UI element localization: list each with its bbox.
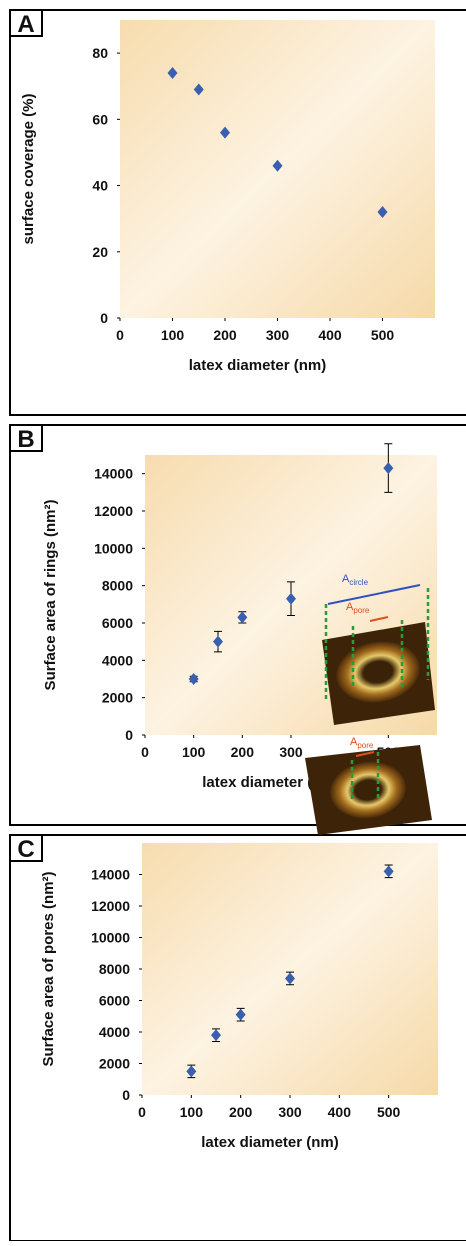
x-tick-label: 0	[116, 327, 124, 343]
x-tick-label: 0	[138, 1104, 146, 1120]
y-tick-label: 4000	[99, 1024, 130, 1040]
y-tick-label: 20	[92, 244, 108, 260]
x-tick-label: 300	[279, 744, 303, 760]
panels: A 0 100 200 300 400 500 0 20 40 60 80 latex diameter…	[10, 10, 466, 1241]
panel: C 0 100 200 300 400 500 0 2000 4000 6000 8000 10000 1…	[10, 835, 466, 1241]
inset-image	[305, 745, 432, 835]
panel-label: B	[17, 426, 34, 453]
x-tick-label: 200	[229, 1104, 253, 1120]
plot-background	[142, 843, 438, 1095]
x-tick-label: 0	[141, 744, 149, 760]
y-tick-label: 6000	[102, 615, 133, 631]
page: A 0 100 200 300 400 500 0 20 40 60 80 latex diameter…	[0, 0, 466, 1246]
x-axis-title: latex diameter (nm)	[201, 1134, 339, 1151]
figure: A 0 100 200 300 400 500 0 20 40 60 80 latex diameter…	[0, 0, 466, 1241]
inset-label-sub: circle	[349, 578, 368, 587]
panel-label: C	[17, 836, 34, 863]
y-tick-label: 8000	[99, 961, 130, 977]
y-axis-title: surface coverage (%)	[20, 94, 37, 245]
y-tick-label: 0	[125, 727, 133, 743]
y-axis-title: Surface area of rings (nm²)	[42, 500, 59, 691]
x-tick-label: 100	[182, 744, 206, 760]
y-tick-label: 14000	[94, 466, 133, 482]
x-tick-label: 300	[266, 327, 290, 343]
x-tick-label: 100	[180, 1104, 204, 1120]
x-tick-label: 500	[371, 327, 395, 343]
y-tick-label: 2000	[102, 690, 133, 706]
x-tick-label: 100	[161, 327, 185, 343]
inset-label-sub: pore	[353, 606, 370, 615]
x-tick-label: 400	[318, 327, 342, 343]
x-tick-label: 200	[213, 327, 237, 343]
y-tick-label: 8000	[102, 578, 133, 594]
panel: A 0 100 200 300 400 500 0 20 40 60 80 latex diameter…	[10, 10, 466, 415]
y-tick-label: 2000	[99, 1056, 130, 1072]
y-tick-label: 10000	[91, 930, 130, 946]
y-tick-label: 12000	[91, 898, 130, 914]
y-tick-label: 80	[92, 45, 108, 61]
x-tick-label: 500	[377, 1104, 401, 1120]
x-tick-label: 400	[328, 1104, 352, 1120]
x-tick-label: 300	[278, 1104, 302, 1120]
y-tick-label: 4000	[102, 652, 133, 668]
inset-label-sub: pore	[357, 741, 374, 750]
y-tick-label: 6000	[99, 993, 130, 1009]
y-tick-label: 0	[122, 1087, 130, 1103]
panel-label: A	[17, 11, 34, 38]
y-tick-label: 60	[92, 111, 108, 127]
x-tick-label: 200	[231, 744, 255, 760]
inset-label: Apore	[350, 736, 374, 750]
y-tick-label: 12000	[94, 503, 133, 519]
y-tick-label: 10000	[94, 540, 133, 556]
y-tick-label: 14000	[91, 867, 130, 883]
y-axis-title: Surface area of pores (nm²)	[40, 871, 57, 1066]
y-tick-label: 0	[100, 310, 108, 326]
y-tick-label: 40	[92, 178, 108, 194]
x-axis-title: latex diameter (nm)	[189, 357, 327, 374]
